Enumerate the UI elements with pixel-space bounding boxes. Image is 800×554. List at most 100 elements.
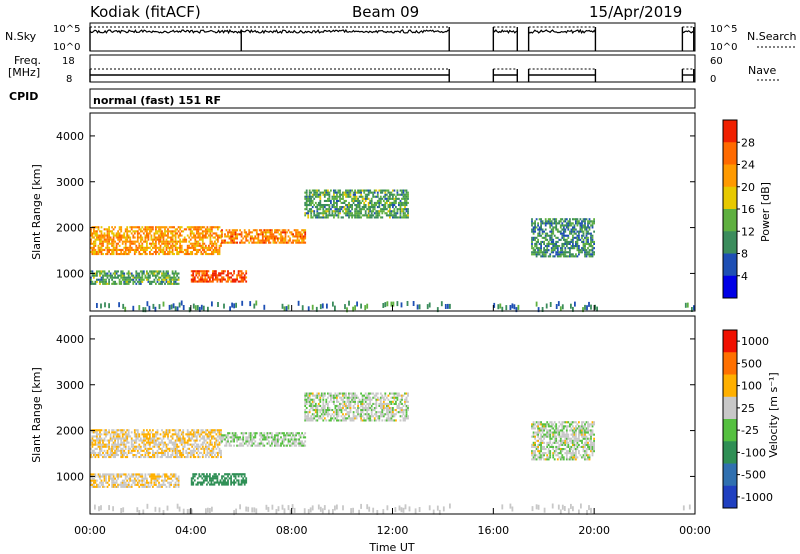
power-cell [233,233,235,236]
velocity-cell [139,483,142,486]
power-cell [390,201,393,204]
power-cell [106,238,109,241]
velocity-cell [314,415,317,418]
power-cell [549,234,552,237]
velocity-cell [209,454,212,457]
power-cell [112,251,115,254]
velocity-cell [211,435,213,438]
power-cell [192,278,195,281]
power-cell [556,222,559,225]
power-cell [165,274,168,277]
velocity-cell [268,440,270,443]
velocity-cell [225,481,228,484]
velocity-cell [382,415,385,418]
power-cell [543,253,545,256]
velocity-cell [206,483,208,486]
power-cell [245,280,248,283]
power-cell [358,214,361,217]
power-cell [139,240,142,243]
velocity-cell [111,477,113,480]
power-cell [581,234,583,237]
power-cell [323,199,326,202]
velocity-cell [99,445,101,448]
power-cell [587,220,589,223]
power-cell [361,197,364,200]
power-cell [310,191,313,194]
power-cell [183,253,186,256]
power-cell [195,230,198,233]
velocity-cell [367,417,370,420]
velocity-cell [336,394,338,397]
power-cell [111,274,113,277]
power-cell [220,234,222,237]
power-cell [360,189,362,192]
velocity-cell [147,431,150,434]
power-cell [585,249,588,252]
velocity-cell [220,437,222,440]
power-cell [135,282,138,285]
velocity-cell [363,413,366,416]
power-cell [395,195,397,198]
velocity-cell [227,481,229,484]
velocity-cell [132,475,135,478]
velocity-cell [99,451,101,454]
velocity-cell [280,442,282,445]
power-cell [220,230,222,233]
velocity-cell [382,407,385,410]
velocity-cell [336,419,338,422]
velocity-cell [345,417,347,420]
velocity-cell [102,439,104,442]
power-cell [378,199,381,202]
velocity-cell [200,443,203,446]
power-cell [227,278,229,281]
velocity-cell [120,483,123,486]
velocity-cell [209,429,212,432]
velocity-cell [177,437,180,440]
velocity-cell [293,438,296,441]
power-cell [164,230,166,233]
power-cell [384,197,387,200]
power-cell [103,280,106,283]
power-cell [96,253,98,256]
velocity-cell [153,451,156,454]
velocity-cell [230,440,232,443]
power-cell [369,208,372,211]
power-cell [393,208,396,211]
velocity-cell [111,437,113,440]
velocity-cell [141,449,144,452]
power-cell [91,270,94,273]
velocity-cell [103,431,106,434]
power-cell [543,255,545,258]
power-cell [218,274,220,277]
power-cell [357,216,359,219]
power-cell [255,237,258,240]
velocity-cell [264,436,267,439]
power-cell [307,212,310,215]
velocity-cell [144,445,147,448]
velocity-cell [382,398,385,401]
power-cell [553,242,556,245]
power-cell [230,272,232,275]
power-cell [221,229,223,232]
velocity-cell [240,444,243,447]
power-cell [325,204,328,207]
velocity-cell [214,429,216,432]
power-cell [158,230,160,233]
velocity-cell [369,419,372,422]
power-cell [549,255,552,258]
velocity-cell [93,449,95,452]
power-cell [274,231,276,234]
velocity-cell [188,447,191,450]
velocity-cell [111,445,113,448]
power-cell [126,240,129,243]
velocity-cell [109,447,112,450]
power-cell [118,278,121,281]
velocity-cell [233,483,235,486]
power-cell [149,226,151,229]
velocity-cell [213,483,216,486]
velocity-cell [202,479,205,482]
power-cell [376,195,379,198]
velocity-cell [106,443,109,446]
velocity-cell [340,419,343,422]
power-cell [133,253,136,256]
